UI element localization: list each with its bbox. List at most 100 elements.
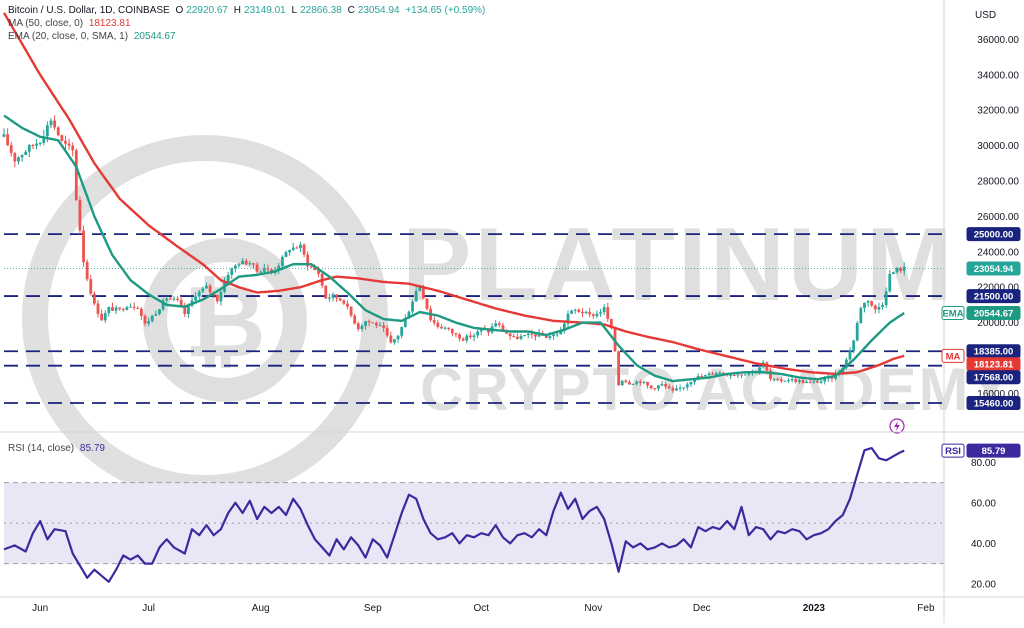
candle-body[interactable] bbox=[787, 380, 790, 382]
candle-body[interactable] bbox=[114, 307, 118, 311]
candle-body[interactable] bbox=[103, 313, 107, 321]
legend-ma-row[interactable]: MA (50, close, 0) 18123.81 bbox=[8, 17, 134, 30]
candle-body[interactable] bbox=[888, 274, 892, 292]
candle-body[interactable] bbox=[487, 329, 490, 333]
candle-body[interactable] bbox=[852, 340, 856, 352]
candle-body[interactable] bbox=[27, 144, 31, 152]
candle-body[interactable] bbox=[385, 327, 389, 336]
candle-body[interactable] bbox=[78, 200, 82, 231]
candle-body[interactable] bbox=[765, 362, 769, 371]
candle-body[interactable] bbox=[418, 286, 422, 291]
legend-ema-row[interactable]: EMA (20, close, 0, SMA, 1) 20544.67 bbox=[8, 30, 179, 43]
candle-body[interactable] bbox=[49, 120, 53, 126]
candle-body[interactable] bbox=[241, 260, 245, 265]
candle-body[interactable] bbox=[656, 385, 660, 389]
candle-body[interactable] bbox=[35, 143, 38, 146]
candle-body[interactable] bbox=[266, 268, 270, 270]
candle-body[interactable] bbox=[280, 256, 284, 266]
candle-body[interactable] bbox=[844, 359, 848, 368]
candle-body[interactable] bbox=[472, 335, 476, 338]
candle-body[interactable] bbox=[150, 315, 154, 322]
candle-body[interactable] bbox=[147, 321, 151, 324]
candle-body[interactable] bbox=[544, 335, 548, 339]
candle-body[interactable] bbox=[588, 311, 592, 315]
candle-body[interactable] bbox=[342, 300, 346, 304]
candle-body[interactable] bbox=[414, 290, 418, 302]
candle-body[interactable] bbox=[635, 381, 639, 384]
candle-body[interactable] bbox=[121, 308, 125, 310]
candle-body[interactable] bbox=[364, 321, 367, 326]
candle-body[interactable] bbox=[85, 262, 89, 280]
candle-body[interactable] bbox=[284, 252, 288, 257]
candle-body[interactable] bbox=[646, 381, 649, 386]
candle-body[interactable] bbox=[411, 301, 414, 312]
candle-body[interactable] bbox=[447, 327, 451, 329]
candle-body[interactable] bbox=[693, 379, 696, 383]
candle-body[interactable] bbox=[42, 136, 46, 143]
candle-body[interactable] bbox=[244, 260, 248, 265]
candle-body[interactable] bbox=[772, 378, 776, 380]
candle-body[interactable] bbox=[468, 335, 472, 338]
candle-body[interactable] bbox=[360, 325, 364, 330]
candle-body[interactable] bbox=[779, 379, 783, 382]
candle-body[interactable] bbox=[678, 387, 682, 389]
candle-body[interactable] bbox=[573, 309, 577, 311]
candle-body[interactable] bbox=[317, 270, 320, 274]
candle-body[interactable] bbox=[714, 373, 718, 375]
candle-body[interactable] bbox=[873, 305, 877, 310]
candle-body[interactable] bbox=[215, 294, 219, 302]
candle-body[interactable] bbox=[432, 320, 436, 323]
candle-body[interactable] bbox=[758, 367, 762, 372]
candle-body[interactable] bbox=[179, 299, 183, 306]
candle-body[interactable] bbox=[338, 298, 342, 301]
candle-body[interactable] bbox=[863, 302, 866, 309]
candle-body[interactable] bbox=[277, 265, 281, 271]
candle-body[interactable] bbox=[450, 328, 454, 334]
candle-body[interactable] bbox=[653, 388, 657, 390]
candle-body[interactable] bbox=[233, 265, 237, 269]
candle-body[interactable] bbox=[205, 285, 208, 289]
candle-body[interactable] bbox=[881, 305, 884, 308]
candle-body[interactable] bbox=[313, 266, 317, 271]
candle-body[interactable] bbox=[512, 336, 516, 338]
candle-body[interactable] bbox=[186, 305, 190, 315]
candle-body[interactable] bbox=[566, 313, 570, 324]
candle-body[interactable] bbox=[606, 307, 610, 319]
candle-body[interactable] bbox=[552, 334, 555, 337]
candle-body[interactable] bbox=[226, 274, 230, 283]
candle-body[interactable] bbox=[736, 374, 740, 376]
candle-body[interactable] bbox=[382, 325, 386, 328]
candle-body[interactable] bbox=[197, 291, 201, 297]
candle-body[interactable] bbox=[161, 300, 165, 310]
candle-body[interactable] bbox=[794, 379, 798, 382]
candle-body[interactable] bbox=[17, 157, 20, 162]
candle-body[interactable] bbox=[664, 384, 668, 387]
candle-body[interactable] bbox=[56, 127, 60, 136]
candle-body[interactable] bbox=[805, 381, 809, 383]
candle-body[interactable] bbox=[797, 380, 801, 382]
candle-body[interactable] bbox=[454, 333, 458, 335]
candle-body[interactable] bbox=[2, 134, 6, 137]
candle-body[interactable] bbox=[172, 298, 176, 300]
candle-body[interactable] bbox=[461, 338, 465, 341]
legend-rsi-row[interactable]: RSI (14, close) 85.79 bbox=[8, 442, 108, 455]
candle-body[interactable] bbox=[747, 372, 751, 375]
candle-body[interactable] bbox=[201, 288, 205, 292]
candle-body[interactable] bbox=[421, 286, 425, 299]
candle-body[interactable] bbox=[729, 374, 733, 376]
candle-body[interactable] bbox=[389, 335, 393, 343]
candle-body[interactable] bbox=[620, 380, 624, 386]
candle-body[interactable] bbox=[675, 388, 678, 391]
candle-body[interactable] bbox=[859, 308, 863, 323]
candle-body[interactable] bbox=[38, 142, 42, 144]
candle-body[interactable] bbox=[707, 373, 711, 376]
candle-body[interactable] bbox=[494, 323, 498, 327]
candle-body[interactable] bbox=[884, 291, 888, 306]
candle-body[interactable] bbox=[96, 303, 100, 314]
candle-body[interactable] bbox=[628, 382, 631, 385]
candle-body[interactable] bbox=[74, 150, 78, 201]
candle-body[interactable] bbox=[465, 335, 469, 341]
candle-body[interactable] bbox=[407, 311, 411, 319]
candle-body[interactable] bbox=[823, 378, 827, 382]
candle-body[interactable] bbox=[425, 298, 429, 309]
